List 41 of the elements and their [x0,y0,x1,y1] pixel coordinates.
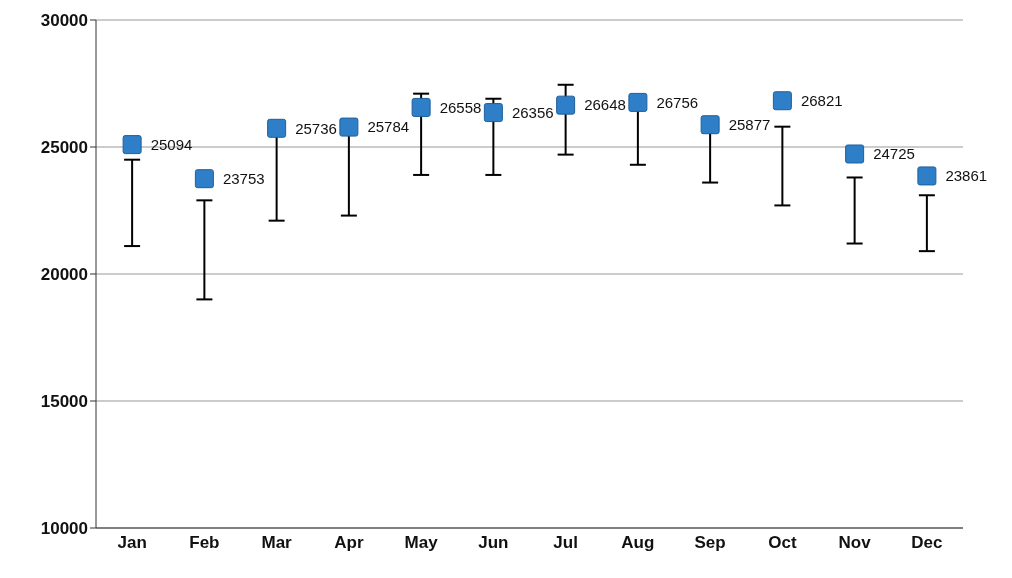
x-tick-label: Jun [478,533,509,553]
point [845,144,865,164]
x-tick-label: Dec [911,533,943,553]
y-tick-label: 15000 [40,392,88,412]
x-tick-label: Jan [117,533,147,553]
data-label: 24725 [873,145,915,163]
x-tick-label: Feb [189,533,220,553]
data-label: 25094 [150,135,193,153]
point [700,115,720,135]
point [483,103,503,123]
data-label: 23861 [945,167,988,185]
x-tick-label: Oct [768,533,797,553]
y-tick-label: 30000 [40,11,88,31]
point [917,166,937,186]
x-tick-label: Sep [694,533,726,553]
x-tick-label: May [404,533,439,553]
point [556,95,576,115]
data-label: 25784 [367,118,410,136]
x-tick-label: Jul [553,533,578,553]
data-label: 26756 [656,93,699,111]
data-label: 26821 [800,92,843,110]
point [628,92,648,112]
data-label: 26648 [584,96,626,114]
x-tick-label: Nov [838,533,872,553]
point [194,169,214,189]
data-label: 25736 [295,119,337,137]
point [411,97,431,117]
data-label: 26356 [511,103,554,121]
point [267,118,287,138]
y-tick-label: 25000 [40,138,88,158]
x-tick-label: Aug [621,533,655,553]
data-label: 25877 [728,116,771,134]
point [122,135,142,155]
data-label: 26558 [439,98,482,116]
point [772,91,792,111]
data-label: 23753 [222,170,265,187]
y-tick-label: 20000 [40,265,88,285]
x-tick-label: Mar [261,533,293,553]
x-tick-label: Apr [334,533,364,553]
point [339,117,359,137]
y-tick-label: 10000 [40,519,88,539]
